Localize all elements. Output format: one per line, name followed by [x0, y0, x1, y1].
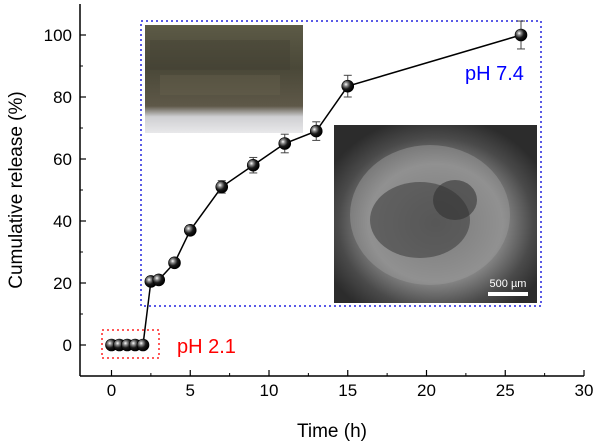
data-point [183, 224, 197, 237]
data-point [309, 124, 323, 138]
annotation-ph74: pH 7.4 [465, 63, 524, 85]
x-tick-label: 15 [338, 381, 357, 400]
data-point [152, 273, 166, 287]
y-tick-label: 40 [53, 212, 72, 231]
y-tick-label: 100 [44, 26, 72, 45]
powder-photo-inset [145, 25, 303, 133]
y-tick-label: 80 [53, 88, 72, 107]
y-axis-title: Cumulative release (%) [6, 91, 27, 288]
x-tick-label: 25 [496, 381, 515, 400]
y-tick-label: 20 [53, 274, 72, 293]
x-tick-label: 20 [417, 381, 436, 400]
x-tick-label: 10 [260, 381, 279, 400]
annotation-ph21: pH 2.1 [177, 336, 236, 358]
data-point [246, 158, 260, 172]
scale-bar-label: 500 µm [490, 278, 527, 290]
data-point [278, 137, 292, 150]
y-tick-label: 60 [53, 150, 72, 169]
x-tick-label: 0 [107, 381, 116, 400]
x-tick-label: 30 [575, 381, 594, 400]
x-tick-label: 5 [186, 381, 195, 400]
data-point [514, 28, 528, 42]
ph21-region-box [101, 329, 160, 359]
data-point [136, 338, 150, 352]
y-tick-label: 0 [63, 336, 72, 355]
sem-image-inset: 500 µm [334, 125, 537, 303]
data-point [215, 180, 229, 194]
data-point [341, 79, 355, 93]
ph74-region-box [140, 20, 542, 307]
data-point [168, 256, 181, 270]
scale-bar [488, 292, 528, 296]
x-axis-title: Time (h) [297, 421, 367, 442]
